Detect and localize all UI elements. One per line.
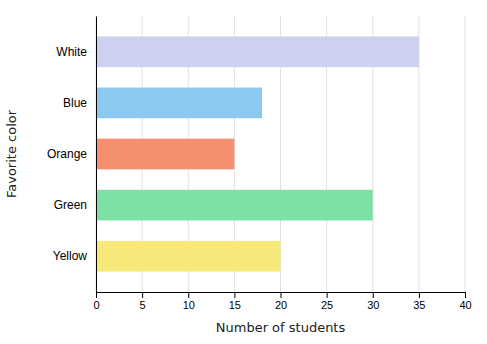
tick: Green [54, 198, 87, 212]
category-axis: White Blue Orange Green Yellow [47, 17, 97, 293]
tick-mark [142, 292, 143, 298]
tick: 40 [459, 292, 471, 311]
tick: 20 [275, 292, 287, 311]
tick-label: Blue [63, 96, 87, 110]
tick-label: Orange [47, 147, 87, 161]
tick: 15 [229, 292, 241, 311]
bars [96, 36, 419, 271]
tick-mark [419, 292, 420, 298]
tick-mark [465, 292, 466, 298]
tick: 35 [413, 292, 425, 311]
tick: 0 [93, 292, 99, 311]
grid [96, 16, 465, 292]
tick: 30 [367, 292, 379, 311]
bar [96, 190, 373, 221]
bar [96, 36, 419, 67]
axis-line [96, 17, 97, 293]
tick: White [56, 45, 87, 59]
axis-title: Number of students [216, 320, 346, 335]
tick-label: 30 [367, 299, 379, 311]
tick-mark [327, 292, 328, 298]
tick: Orange [47, 147, 87, 161]
tick: 5 [140, 292, 146, 311]
tick: 25 [321, 292, 333, 311]
tick-label: 10 [183, 299, 195, 311]
tick-label: White [56, 45, 87, 59]
grid-line [96, 16, 97, 292]
bar [96, 88, 262, 119]
tick-label: Green [54, 198, 87, 212]
tick: Blue [63, 96, 87, 110]
tick-label: Yellow [53, 249, 88, 263]
tick-mark [96, 292, 97, 298]
tick-label: 0 [93, 299, 99, 311]
tick: Yellow [53, 249, 88, 263]
tick-label: 35 [413, 299, 425, 311]
bar [96, 139, 234, 170]
tick: 10 [183, 292, 195, 311]
chart: 0 5 10 15 20 25 30 35 40 White Blue Orange Green Yell… [0, 0, 487, 344]
axis-title: Favorite color [4, 109, 19, 198]
tick-label: 15 [229, 299, 241, 311]
bar [96, 241, 281, 272]
tick-label: 25 [321, 299, 333, 311]
tick-label: 5 [140, 299, 146, 311]
tick-label: 40 [459, 299, 471, 311]
tick-mark [188, 292, 189, 298]
tick-mark [373, 292, 374, 298]
tick-label: 20 [275, 299, 287, 311]
axis-line [97, 293, 466, 299]
tick-mark [234, 292, 235, 298]
grid-line [465, 16, 466, 292]
tick-mark [281, 292, 282, 298]
value-axis: 0 5 10 15 20 25 30 35 40 [93, 292, 471, 311]
